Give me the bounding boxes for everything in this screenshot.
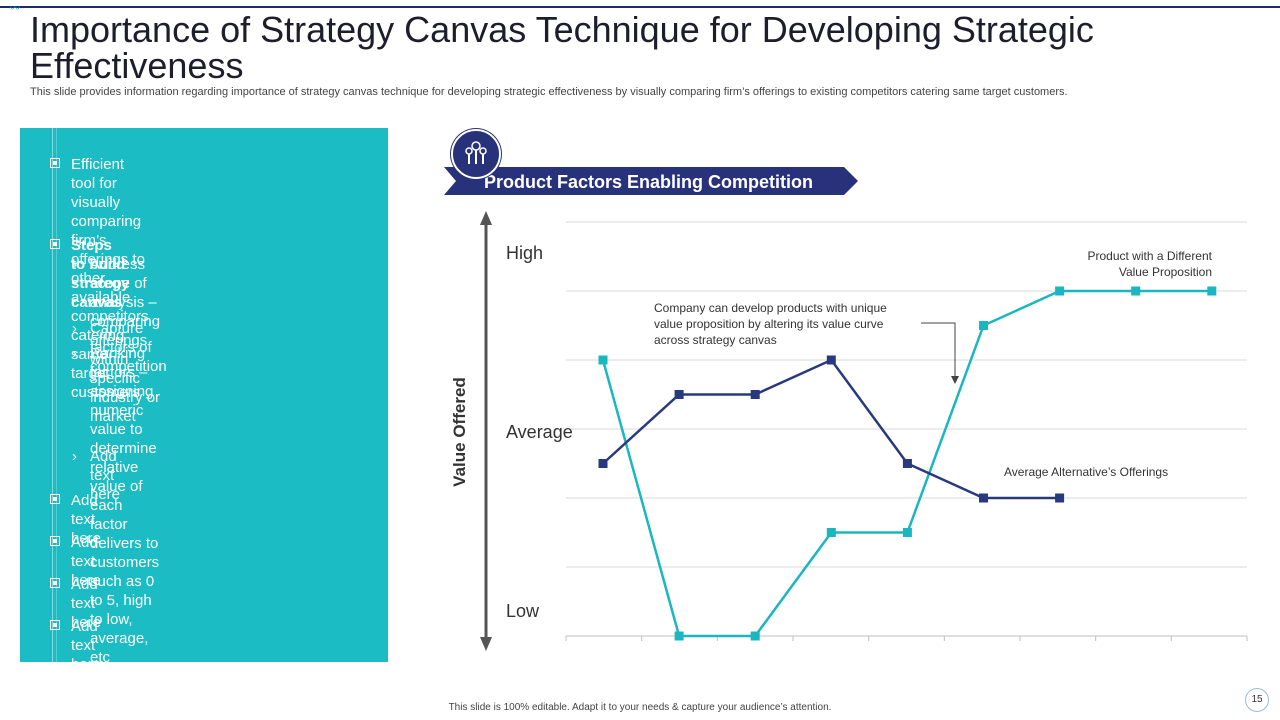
series-1-point [902,459,912,468]
series-1-point [1055,493,1065,503]
series-layer [598,286,1217,641]
square-bullet-icon [50,239,60,249]
series-0-point [1207,286,1217,296]
series-0-point [750,631,760,641]
page-number: 15 [1245,688,1269,712]
banner-ribbon [444,167,858,195]
square-bullet-icon [50,158,60,168]
arrow-down-icon [480,637,492,651]
bullet-text: Steps to build strategy canvas [71,237,130,311]
sub-bullet-text: Address scope of analysis – comparing of… [90,256,161,425]
y-axis-label: Value Offered [450,377,469,487]
page-subtitle: This slide provides information regardin… [30,86,1068,98]
series-1-point [598,459,608,468]
panel-divider [52,128,53,662]
square-bullet-icon [50,494,60,504]
badge [451,129,501,179]
square-bullet-icon [50,578,60,588]
chevron-right-icon: › [72,320,77,337]
panel-divider-2 [56,128,57,662]
series-0-point [674,631,684,641]
bullet-text: Add text here [71,576,102,631]
navy-series-label: Average Alternative’s Offerings [1004,465,1168,479]
footer-note: This slide is 100% editable. Adapt it to… [448,702,832,713]
y-tick-average: Average [506,422,573,442]
bullet-text: Efficient tool for visually comparing fi… [71,156,149,401]
callout-arrow-icon [951,376,959,384]
sub-bullet-text: Capture factors of competition [90,320,167,375]
callout-annotation: Company can develop products with unique… [654,301,887,347]
bullet-text: Add text here [71,492,102,547]
y-axis-arrow [480,211,492,651]
series-0-point [598,355,608,365]
grid-lines [565,221,1248,641]
bullet-text: Add text here [71,618,102,673]
bullet-text: Add text here [71,534,102,589]
sub-bullet-text: Ranking factors – assigning numeric valu… [90,345,160,666]
corner-logo-icon: 〰 [10,4,20,15]
square-bullet-icon [50,620,60,630]
y-tick-high: High [506,243,543,263]
series-1-point [674,390,684,399]
series-0-point [826,528,836,537]
callout-leader-line [921,322,956,377]
square-bullet-icon [50,536,60,546]
series-0-point [1131,286,1141,296]
top-rule [0,6,1280,8]
y-tick-low: Low [506,601,540,621]
competition-icon [465,141,487,164]
series-1-point [979,493,988,503]
chevron-right-icon: › [72,448,77,465]
chart-banner-title: Product Factors Enabling Competition [484,172,814,192]
series-0-point [979,321,988,330]
page-title: Importance of Strategy Canvas Technique … [30,9,1094,86]
sub-bullet-text: Add text here [90,448,121,503]
teal-series-label: Product with a Different Value Propositio… [1087,249,1212,279]
series-1-point [750,390,760,399]
series-1-point [826,355,836,365]
arrow-up-icon [480,211,492,225]
chevron-right-icon: › [72,345,77,362]
info-panel [20,128,388,662]
series-0-point [1055,286,1065,296]
chevron-right-icon: › [72,256,77,273]
series-0-point [902,528,912,537]
